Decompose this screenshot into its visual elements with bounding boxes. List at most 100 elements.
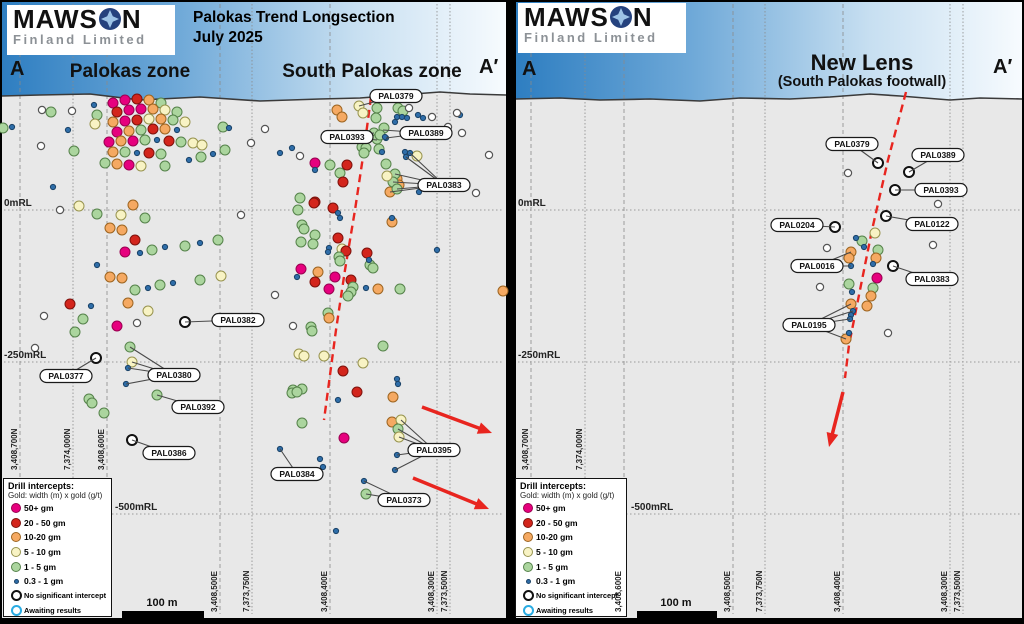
drill-intercept-dot — [843, 168, 853, 178]
drill-intercept-dot — [73, 200, 85, 212]
drill-intercept-dot — [295, 151, 305, 161]
drillhole-label-pill — [369, 88, 423, 104]
drill-intercept-dot — [0, 122, 9, 134]
plunge-arrow-head — [473, 498, 489, 510]
drill-intercept-dot — [845, 329, 853, 337]
drill-intercept-dot — [351, 386, 363, 398]
drill-intercept-dot — [471, 188, 481, 198]
drillhole-label-pill — [147, 367, 201, 383]
legend-label: 0.3 - 1 gm — [536, 576, 576, 587]
logo-word-post: N — [632, 2, 653, 32]
legend-label: 20 - 50 gm — [24, 517, 66, 528]
logo-word-post: N — [121, 4, 142, 34]
fault-trace — [843, 91, 908, 379]
section-end-label-right: A′ — [993, 56, 1013, 78]
drill-intercept-dot — [194, 274, 206, 286]
drill-intercept-dot — [123, 104, 135, 116]
drill-intercept-dot — [362, 284, 370, 292]
drillhole-label-pill — [270, 466, 324, 482]
drillhole-label: PAL0122 — [914, 219, 950, 229]
drill-intercept-dot — [139, 212, 151, 224]
logo-word-pre: MAWS — [13, 4, 98, 34]
drill-intercept-dot — [377, 340, 389, 352]
drill-intercept-dot — [154, 279, 166, 291]
scalebar-label: 100 m — [660, 597, 691, 609]
legend-swatch-N — [10, 590, 22, 602]
legend-swatch-O — [523, 532, 533, 543]
drillhole-label-pill — [825, 136, 879, 152]
legend-item: 50+ gm — [8, 501, 107, 516]
drill-intercept-dot — [30, 343, 40, 353]
drill-intercept-dot — [135, 160, 147, 172]
drill-intercept-dot — [367, 262, 379, 274]
drill-intercept-dot — [381, 170, 393, 182]
drill-intercept-dot — [308, 197, 320, 209]
drill-intercept-dot — [107, 97, 119, 109]
drillhole-label-pill — [790, 258, 844, 274]
drill-intercept-dot — [104, 222, 116, 234]
legend-swatch-G — [11, 561, 21, 572]
drill-intercept-dot — [87, 302, 95, 310]
drill-intercept-dot — [155, 113, 167, 125]
drillhole-label: PAL0377 — [48, 371, 84, 381]
drill-intercept-dot — [307, 238, 319, 250]
drill-intercept-dot — [822, 243, 832, 253]
drillhole-label: PAL0380 — [156, 370, 192, 380]
drill-intercept-dot — [67, 106, 77, 116]
drill-intercept-dot — [298, 350, 310, 362]
drill-intercept-dot — [928, 240, 938, 250]
drill-intercept-dot — [131, 93, 143, 105]
drillhole-label: PAL0195 — [791, 320, 827, 330]
drill-intercept-dot — [394, 283, 406, 295]
drill-intercept-dot — [357, 107, 369, 119]
drill-intercept-dot — [90, 101, 98, 109]
drill-intercept-dot — [433, 246, 441, 254]
drillhole-label: PAL0379 — [834, 139, 870, 149]
drill-intercept-dot — [358, 147, 370, 159]
drill-intercept-dot — [337, 176, 349, 188]
drill-intercept-dot — [336, 111, 348, 123]
drillhole-label-pill — [770, 217, 824, 233]
drill-intercept-dot — [45, 106, 57, 118]
drill-intercept-dot — [332, 232, 344, 244]
drill-intercept-dot — [380, 158, 392, 170]
south-palokas-zone-label: South Palokas zone — [282, 61, 462, 82]
drill-intercept-dot — [378, 148, 386, 156]
drill-intercept-dot — [318, 350, 330, 362]
drill-intercept-dot — [869, 227, 881, 239]
drill-intercept-dot — [338, 432, 350, 444]
drill-intercept-dot — [398, 113, 406, 121]
drill-intercept-dot — [123, 159, 135, 171]
drill-intercept-dot — [122, 297, 134, 309]
figure-title-line1: Palokas Trend Longsection — [193, 9, 395, 26]
drill-intercept-dot — [89, 118, 101, 130]
drill-intercept-dot — [147, 103, 159, 115]
drill-intercept-dot — [334, 209, 342, 217]
legend-item: Awaiting results — [8, 603, 107, 618]
section-start-label-right: A — [522, 58, 537, 80]
scalebar — [122, 611, 204, 618]
legend-title: Drill intercepts: — [8, 481, 75, 491]
drill-intercept-dot — [159, 160, 171, 172]
drill-intercept-dot — [361, 247, 373, 259]
drill-intercept-dot — [129, 234, 141, 246]
drill-intercept-dot — [370, 112, 382, 124]
drill-intercept-dot — [163, 135, 175, 147]
drillhole-label-pill — [417, 177, 471, 193]
drillhole-label-pill — [407, 442, 461, 458]
drill-intercept-dot — [288, 144, 296, 152]
drill-intercept-dot — [195, 151, 207, 163]
plunge-arrow — [421, 405, 484, 432]
drill-intercept-dot — [69, 326, 81, 338]
plunge-arrow-head — [826, 431, 839, 447]
drill-intercept-dot — [142, 305, 154, 317]
drill-intercept-dot — [225, 124, 233, 132]
palokas-zone-label: Palokas zone — [69, 61, 191, 82]
legend-item: 1 - 5 gm — [8, 559, 107, 574]
legend-label: 10-20 gm — [24, 532, 61, 543]
drill-intercept-dot — [119, 146, 131, 158]
legend-swatch-R — [11, 517, 21, 528]
drill-intercept-dot — [381, 133, 389, 141]
drill-intercept-dot — [37, 105, 47, 115]
